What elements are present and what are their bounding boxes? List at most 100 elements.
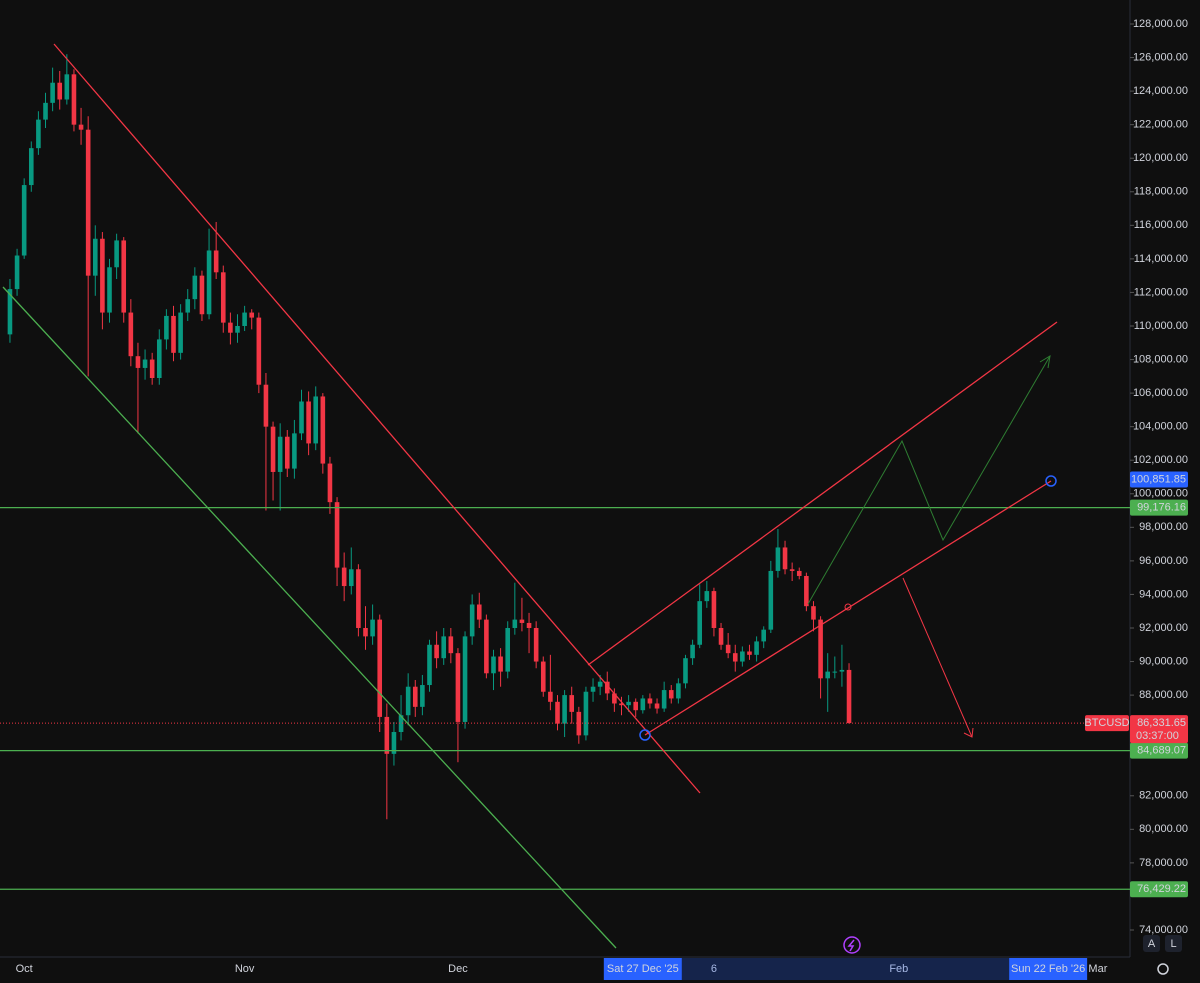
x-tick-label: Feb bbox=[889, 963, 908, 975]
scale-buttons[interactable]: A L bbox=[1143, 935, 1182, 975]
candle-body bbox=[626, 701, 631, 706]
candle-body bbox=[441, 636, 447, 659]
candle-body bbox=[220, 272, 226, 323]
candle-body bbox=[697, 601, 703, 645]
candle-body bbox=[114, 240, 119, 268]
x-highlight-label: Sat 27 Dec '25 bbox=[607, 963, 679, 975]
candle-body bbox=[263, 384, 269, 427]
candle-body bbox=[178, 312, 183, 353]
candle-body bbox=[164, 315, 169, 340]
plot bbox=[0, 54, 1130, 890]
candle-body bbox=[676, 683, 681, 699]
y-tick-label: 78,000.00 bbox=[1139, 857, 1188, 869]
candle-body bbox=[78, 124, 84, 130]
candle-body bbox=[341, 567, 347, 587]
y-tick-label: 118,000.00 bbox=[1134, 186, 1188, 198]
candle-body bbox=[668, 690, 674, 699]
candle-body bbox=[448, 636, 454, 654]
candle-body bbox=[533, 627, 539, 662]
candle-body bbox=[811, 606, 816, 620]
candle-body bbox=[604, 681, 610, 694]
y-tick-label: 116,000.00 bbox=[1134, 219, 1188, 231]
candle-body bbox=[7, 289, 13, 335]
price-label-bg bbox=[1130, 881, 1188, 898]
projection-path bbox=[902, 577, 973, 738]
candle-body bbox=[619, 703, 624, 706]
candle-body bbox=[683, 658, 688, 684]
candle-body bbox=[832, 671, 838, 673]
candle-body bbox=[192, 275, 198, 300]
candle-body bbox=[156, 339, 162, 379]
price-label: 84,689.07 bbox=[1137, 745, 1186, 757]
candle-body bbox=[747, 651, 752, 655]
y-tick-label: 74,000.00 bbox=[1139, 924, 1188, 936]
anchor-point[interactable] bbox=[844, 603, 852, 611]
candle-body bbox=[235, 325, 240, 333]
candle-body bbox=[818, 619, 823, 679]
symbol-tag-bg bbox=[1085, 715, 1129, 732]
candle-body bbox=[85, 129, 91, 276]
lightning-icon[interactable] bbox=[843, 936, 861, 954]
candle-body bbox=[270, 426, 276, 472]
candle-body bbox=[128, 312, 134, 357]
log-scale-icon[interactable]: L bbox=[1170, 938, 1176, 950]
candle-body bbox=[597, 681, 603, 687]
y-tick-label: 88,000.00 bbox=[1139, 689, 1188, 701]
price-label: 76,429.22 bbox=[1137, 883, 1186, 895]
candle-body bbox=[846, 669, 852, 724]
candle-body bbox=[313, 396, 319, 444]
y-tick-label: 128,000.00 bbox=[1133, 18, 1188, 30]
y-tick-label: 112,000.00 bbox=[1134, 286, 1188, 298]
candle-body bbox=[14, 255, 20, 290]
candle-body bbox=[654, 703, 660, 709]
candle-body bbox=[420, 685, 425, 707]
candle-body bbox=[427, 644, 432, 686]
candle-body bbox=[718, 627, 724, 645]
x-tick-label: Dec bbox=[448, 963, 468, 975]
candle-body bbox=[526, 622, 532, 628]
candle-body bbox=[149, 359, 155, 379]
candle-body bbox=[469, 604, 475, 637]
auto-scale-icon[interactable]: A bbox=[1148, 938, 1156, 950]
x-tick-label: Mar bbox=[1088, 963, 1107, 975]
y-tick-label: 102,000.00 bbox=[1133, 454, 1188, 466]
x-range bbox=[681, 958, 1010, 980]
candle-body bbox=[92, 238, 98, 276]
candle-body bbox=[256, 317, 262, 385]
arrow-head bbox=[1039, 355, 1051, 369]
y-tick-label: 82,000.00 bbox=[1139, 790, 1188, 802]
candle-body bbox=[704, 591, 710, 602]
candle-body bbox=[569, 695, 575, 712]
candle-body bbox=[789, 569, 795, 571]
candle-body bbox=[284, 436, 290, 469]
candle-body bbox=[434, 644, 439, 659]
candle-body bbox=[754, 641, 759, 655]
candle-body bbox=[363, 627, 368, 637]
candle-body bbox=[491, 656, 496, 674]
candle-body bbox=[171, 315, 176, 353]
candle-body bbox=[590, 686, 596, 692]
symbol-tag: BTCUSD bbox=[1084, 717, 1129, 729]
candle-body bbox=[242, 312, 247, 326]
candle-body bbox=[462, 636, 468, 722]
candle-body bbox=[36, 119, 41, 149]
candle-body bbox=[142, 359, 148, 368]
candle-body bbox=[327, 463, 333, 503]
price-marker-bg bbox=[1130, 471, 1188, 488]
candle-body bbox=[804, 575, 809, 607]
candle-body bbox=[277, 436, 283, 472]
candle-body bbox=[213, 250, 219, 273]
candle-body bbox=[825, 671, 831, 679]
x-highlight-bg bbox=[1009, 958, 1088, 980]
candle-body bbox=[107, 267, 112, 313]
candle-body bbox=[334, 502, 340, 568]
candle-body bbox=[505, 627, 511, 672]
y-tick-label: 90,000.00 bbox=[1139, 655, 1188, 667]
y-tick-label: 126,000.00 bbox=[1133, 51, 1188, 63]
y-tick-label: 124,000.00 bbox=[1133, 85, 1188, 97]
settings-icon[interactable] bbox=[1157, 963, 1169, 975]
anchor-point[interactable] bbox=[1045, 475, 1057, 487]
anchor-point[interactable] bbox=[639, 729, 651, 741]
drawings bbox=[2, 43, 1058, 949]
x-tick-label: 6 bbox=[711, 963, 717, 975]
